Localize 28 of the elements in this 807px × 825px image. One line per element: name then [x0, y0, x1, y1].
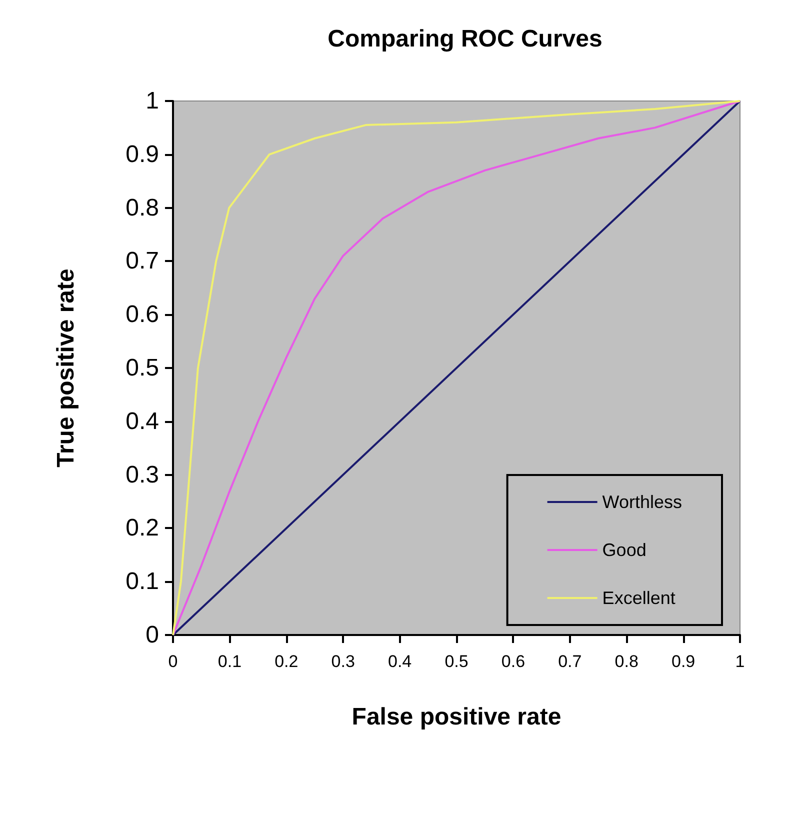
x-tick-label: 0.4 [388, 652, 412, 671]
x-tick-label: 0 [168, 652, 178, 671]
x-tick-label: 0.8 [614, 652, 638, 671]
y-tick-label: 0 [146, 622, 159, 648]
y-tick-label: 0.5 [126, 354, 159, 382]
y-tick-label: 0.6 [126, 301, 159, 328]
legend-label: Worthless [602, 492, 682, 512]
legend-label: Excellent [602, 588, 676, 608]
legend-label: Good [602, 540, 646, 560]
y-tick-label: 0.2 [126, 514, 159, 542]
chart-title: Comparing ROC Curves [328, 26, 602, 52]
x-tick-label: 0.3 [331, 652, 355, 671]
x-tick-label: 0.9 [671, 652, 696, 671]
y-tick-label: 0.9 [126, 140, 159, 168]
x-tick-label: 0.6 [501, 652, 526, 671]
y-tick-label: 1 [146, 88, 159, 114]
x-tick-label: 0.5 [444, 652, 468, 671]
y-axis-title: True positive rate [52, 268, 80, 468]
y-tick-label: 0.4 [126, 408, 159, 435]
y-tick-label: 0.7 [126, 248, 159, 275]
x-tick-label: 0.1 [218, 652, 242, 671]
y-tick-label: 0.1 [126, 568, 159, 596]
y-tick-label: 0.8 [126, 194, 159, 222]
x-axis-title: False positive rate [352, 704, 562, 730]
y-tick-label: 0.3 [126, 461, 159, 488]
x-tick-label: 0.7 [558, 652, 582, 671]
x-tick-label: 0.2 [274, 652, 298, 671]
x-tick-label: 1 [735, 652, 745, 671]
